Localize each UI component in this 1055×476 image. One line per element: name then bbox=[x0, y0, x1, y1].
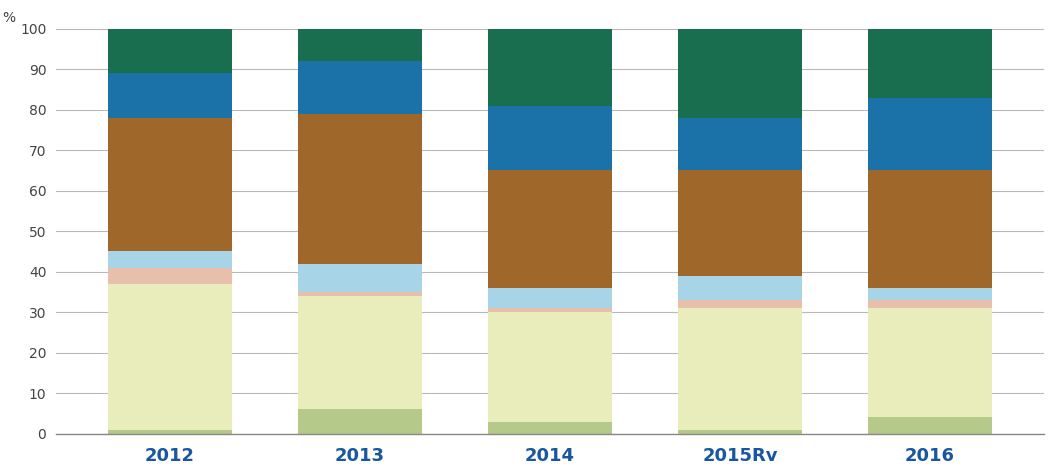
Bar bbox=[109, 29, 232, 73]
Bar bbox=[678, 170, 802, 276]
Bar bbox=[678, 276, 802, 300]
Bar bbox=[678, 300, 802, 308]
Bar bbox=[109, 284, 232, 430]
Bar bbox=[299, 264, 422, 292]
Bar bbox=[299, 296, 422, 409]
Bar bbox=[868, 308, 992, 417]
Bar bbox=[299, 29, 422, 61]
Bar bbox=[299, 292, 422, 296]
Bar bbox=[488, 170, 612, 288]
Bar bbox=[299, 61, 422, 114]
Bar bbox=[868, 98, 992, 170]
Bar bbox=[299, 409, 422, 434]
Bar bbox=[488, 312, 612, 422]
Bar bbox=[678, 29, 802, 118]
Bar bbox=[678, 118, 802, 170]
Bar bbox=[109, 430, 232, 434]
Bar bbox=[868, 170, 992, 288]
Bar bbox=[488, 308, 612, 312]
Bar bbox=[109, 73, 232, 118]
Bar bbox=[488, 106, 612, 170]
Bar bbox=[678, 308, 802, 430]
Bar bbox=[109, 251, 232, 268]
Bar bbox=[868, 417, 992, 434]
Bar bbox=[488, 29, 612, 106]
Text: %: % bbox=[2, 11, 15, 25]
Bar bbox=[299, 114, 422, 264]
Bar bbox=[868, 29, 992, 98]
Bar bbox=[488, 288, 612, 308]
Bar bbox=[678, 430, 802, 434]
Bar bbox=[109, 268, 232, 284]
Bar bbox=[868, 288, 992, 300]
Bar bbox=[488, 422, 612, 434]
Bar bbox=[109, 118, 232, 251]
Bar bbox=[868, 300, 992, 308]
